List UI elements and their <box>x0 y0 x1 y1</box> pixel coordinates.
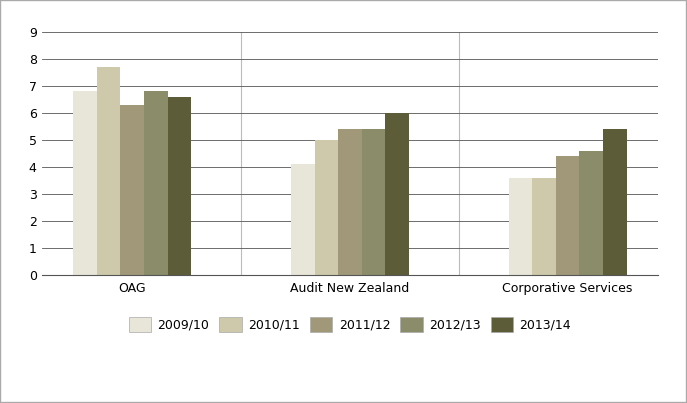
Bar <box>97 67 120 275</box>
Bar <box>74 91 97 275</box>
Bar <box>532 178 556 275</box>
Bar <box>291 164 315 275</box>
Bar <box>338 129 362 275</box>
Bar <box>362 129 385 275</box>
Bar <box>120 105 144 275</box>
Bar <box>579 151 603 275</box>
Bar <box>603 129 627 275</box>
Bar <box>144 91 168 275</box>
Bar <box>508 178 532 275</box>
Bar <box>315 140 338 275</box>
Legend: 2009/10, 2010/11, 2011/12, 2012/13, 2013/14: 2009/10, 2010/11, 2011/12, 2012/13, 2013… <box>124 312 576 337</box>
Bar <box>556 156 579 275</box>
Bar <box>168 97 191 275</box>
Bar <box>385 113 409 275</box>
